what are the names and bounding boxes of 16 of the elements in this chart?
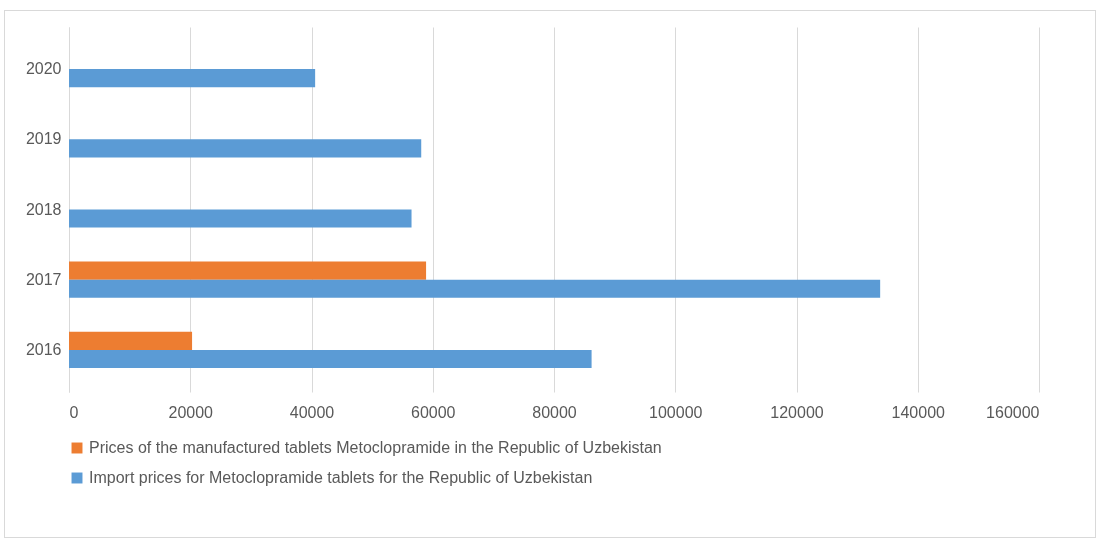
x-tick-label: 120000 [770,403,824,421]
x-tick-label: 0 [69,403,79,421]
x-tick-label: 40000 [289,403,335,421]
x-tick-label: 100000 [649,403,703,421]
x-tick-label: 160000 [986,403,1040,421]
y-tick-label: 2017 [25,270,62,288]
x-tick-label: 60000 [411,403,456,421]
legend-label: Import prices for Metoclopramide tablets for the Republic of Uzbekistan [89,469,593,486]
y-tick-label: 2018 [25,200,62,218]
y-tick-label: 2020 [25,60,62,78]
x-tick-label: 80000 [532,403,577,421]
y-tick-label: 2019 [25,130,62,148]
x-tick-label: 140000 [891,403,946,421]
x-tick-label: 20000 [168,403,214,421]
legend-label: Prices of the manufactured tablets Metoclopramide in the Republic of Uzbekistan [89,439,662,456]
y-tick-label: 2016 [25,340,62,358]
